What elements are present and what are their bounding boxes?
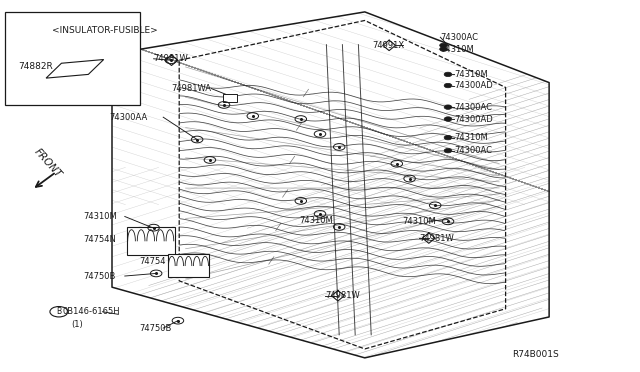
Text: <INSULATOR-FUSIBLE>: <INSULATOR-FUSIBLE> [52, 26, 158, 35]
Text: 74981W: 74981W [419, 234, 454, 243]
Text: 0B146-6165H: 0B146-6165H [63, 307, 120, 316]
Text: B: B [56, 307, 61, 316]
Bar [223, 94, 237, 102]
Text: 74300AC: 74300AC [440, 33, 478, 42]
Text: 74300AC: 74300AC [454, 103, 492, 112]
Circle shape [444, 72, 452, 77]
Text: (1): (1) [72, 320, 83, 329]
Text: 74310M: 74310M [440, 45, 474, 54]
Text: 74750B: 74750B [140, 324, 172, 333]
Text: 74310M: 74310M [83, 212, 117, 221]
Text: 74750B: 74750B [83, 272, 116, 280]
Text: 74981W: 74981W [325, 291, 360, 300]
Circle shape [444, 148, 452, 153]
Text: 74981WA: 74981WA [172, 84, 211, 93]
Circle shape [444, 105, 452, 109]
Text: 74991X: 74991X [372, 41, 404, 50]
Text: 74754: 74754 [140, 257, 166, 266]
Text: 74981W: 74981W [154, 54, 188, 63]
Text: 74300AD: 74300AD [454, 115, 493, 124]
Text: 74754N: 74754N [83, 235, 116, 244]
Circle shape [440, 43, 447, 48]
Text: 74310M: 74310M [402, 217, 436, 226]
Text: FRONT: FRONT [33, 147, 63, 179]
Text: 74310M: 74310M [454, 70, 488, 79]
Bar [168, 254, 209, 277]
Text: 74300AA: 74300AA [109, 113, 147, 122]
Text: R74B001S: R74B001S [512, 350, 559, 359]
Text: 74882R: 74882R [18, 62, 52, 71]
Text: 74310M: 74310M [454, 133, 488, 142]
Circle shape [444, 83, 452, 88]
Circle shape [444, 135, 452, 140]
Polygon shape [46, 60, 104, 78]
Bar [5, 12, 140, 105]
Circle shape [444, 117, 452, 121]
Circle shape [440, 47, 447, 51]
Text: 74300AD: 74300AD [454, 81, 493, 90]
Text: 74300AC: 74300AC [454, 146, 492, 155]
Text: 74310M: 74310M [300, 216, 333, 225]
Bar [127, 227, 175, 255]
